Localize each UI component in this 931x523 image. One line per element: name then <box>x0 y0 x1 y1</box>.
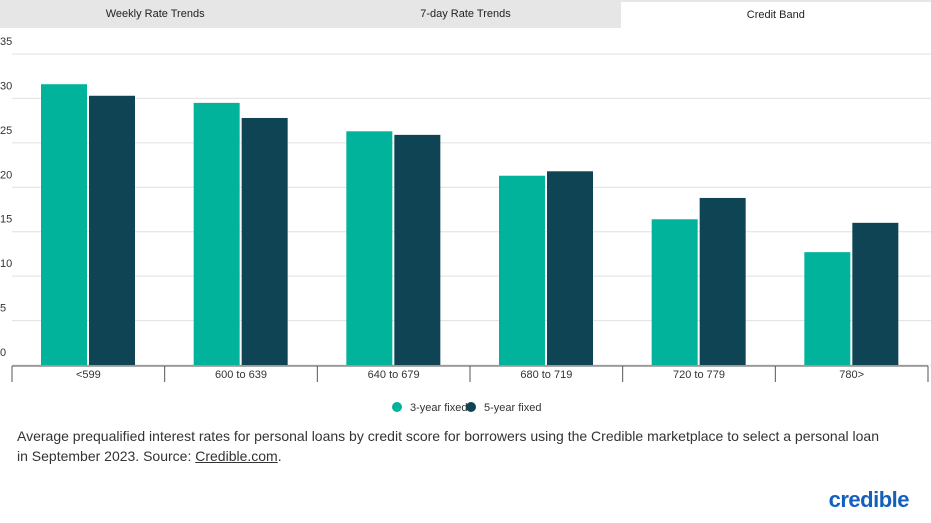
bar <box>193 102 240 365</box>
x-tick-label: 720 to 779 <box>673 369 725 381</box>
bar <box>804 252 851 365</box>
x-tick-label: 780> <box>839 369 864 381</box>
bar <box>547 171 593 365</box>
legend-label: 3-year fixed <box>410 402 467 414</box>
tab[interactable]: 7-day Rate Trends <box>420 8 511 20</box>
bar <box>89 95 135 366</box>
y-tick-label: 30 <box>0 80 12 92</box>
bar <box>41 84 87 365</box>
caption: Average prequalified interest rates for … <box>17 426 887 466</box>
y-tick-label: 0 <box>0 347 6 359</box>
y-tick-label: 15 <box>0 214 12 226</box>
x-tick-label: <599 <box>76 369 101 381</box>
y-tick-label: 10 <box>0 258 12 270</box>
bar <box>346 131 393 365</box>
x-tick-label: 640 to 679 <box>368 369 420 381</box>
y-tick-label: 5 <box>0 303 6 315</box>
tab-bar: Weekly Rate Trends 7-day Rate Trends Credi… <box>0 0 931 28</box>
legend-label: 5-year fixed <box>484 402 541 414</box>
tab[interactable]: Weekly Rate Trends <box>105 8 205 20</box>
y-tick-label: 20 <box>0 169 12 181</box>
y-tick-label: 35 <box>0 36 12 48</box>
x-tick-label: 600 to 639 <box>215 369 267 381</box>
caption-end: . <box>277 448 282 464</box>
y-tick-label: 25 <box>0 125 12 137</box>
tab[interactable]: Credit Band <box>620 2 931 28</box>
source-link[interactable]: Credible.com <box>195 448 278 464</box>
chart: 0 5 10 15 20 25 30 35 <599 600 to 639 640 to 679 68… <box>0 36 931 414</box>
bar <box>852 222 899 365</box>
bar <box>394 134 441 365</box>
bar <box>699 197 746 365</box>
x-tick-label: 680 to 719 <box>520 369 572 381</box>
caption-text: Average prequalified interest rates for … <box>17 428 879 464</box>
legend-marker <box>392 402 402 412</box>
bar <box>241 117 288 365</box>
legend-marker <box>466 402 476 412</box>
logo: credible <box>828 487 910 512</box>
bar <box>651 219 698 365</box>
bar <box>499 175 545 365</box>
